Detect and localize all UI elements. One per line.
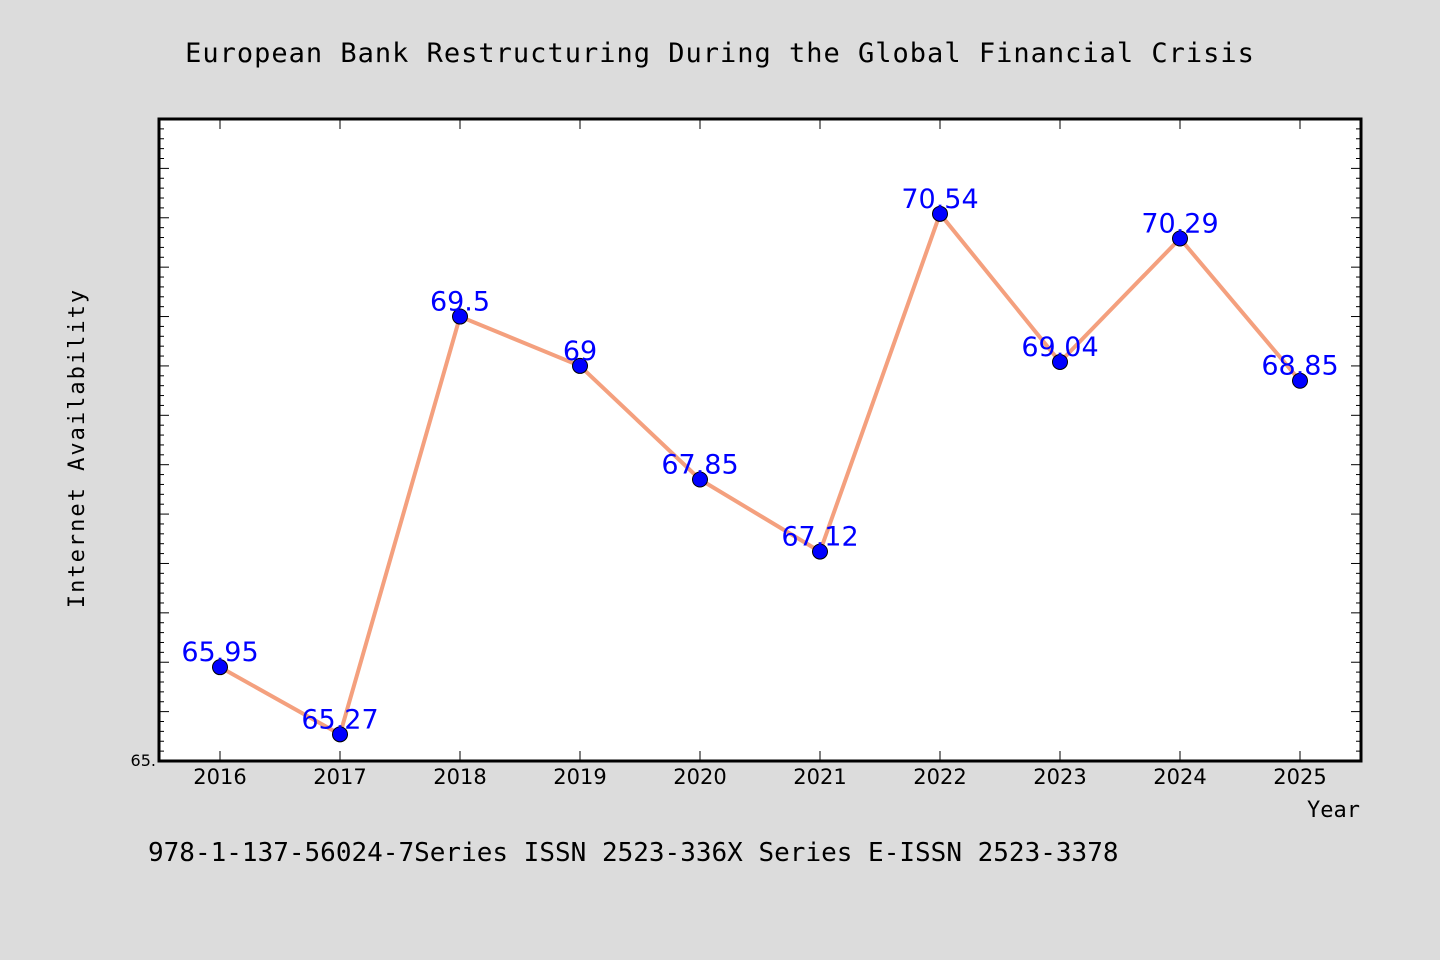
data-point-marker: [1052, 353, 1068, 370]
x-tick-label: 2022: [913, 765, 966, 789]
x-tick-label: 2021: [793, 765, 846, 789]
data-label: 67.85: [661, 450, 738, 481]
x-tick-label: 2020: [673, 765, 726, 789]
series-line: [218, 211, 1302, 737]
y-axis-ticks: [159, 118, 1361, 762]
x-tick-label: 2023: [1033, 765, 1086, 789]
data-point-marker: [332, 726, 348, 743]
data-label: 69.04: [1021, 332, 1098, 363]
x-tick-label: 2024: [1153, 765, 1206, 789]
data-point-marker: [932, 205, 948, 222]
x-axis-label: Year: [1307, 798, 1360, 823]
footer-text: 978-1-137-56024-7Series ISSN 2523-336X S…: [148, 838, 1119, 868]
y-tick-label: 65.: [131, 751, 156, 770]
data-label: 69.5: [430, 287, 490, 318]
x-axis-ticks: 2016 2017 2018 2019 2020 2021 2022 2023 2024 2025: [193, 119, 1327, 789]
data-point-marker: [812, 543, 828, 560]
data-label: 69: [563, 336, 597, 367]
data-point-marker: [1172, 230, 1188, 247]
plot-area: [157, 117, 1363, 763]
x-tick-label: 2019: [553, 765, 606, 789]
data-point-marker: [692, 471, 708, 488]
series-layer: 65.95 65.27 69.5 69 67.85 67.12 70.54 69.04 70.2…: [181, 184, 1339, 743]
x-tick-label: 2016: [193, 765, 246, 789]
data-label: 70.29: [1141, 209, 1218, 240]
data-label: 70.54: [901, 184, 978, 215]
x-tick-label: 2017: [313, 765, 366, 789]
data-label: 67.12: [781, 522, 858, 553]
x-tick-label: 2018: [433, 765, 486, 789]
data-label: 65.95: [181, 637, 258, 668]
data-point-marker: [572, 357, 588, 374]
x-tick-label: 2025: [1273, 765, 1326, 789]
y-axis-label: Internet Availability: [65, 288, 90, 608]
data-point-marker: [1292, 372, 1308, 389]
data-label: 65.27: [301, 704, 378, 735]
chart-title: European Bank Restructuring During the G…: [185, 38, 1255, 69]
data-point-marker: [212, 659, 228, 676]
data-point-marker: [452, 308, 468, 325]
data-label: 68.85: [1261, 351, 1338, 382]
